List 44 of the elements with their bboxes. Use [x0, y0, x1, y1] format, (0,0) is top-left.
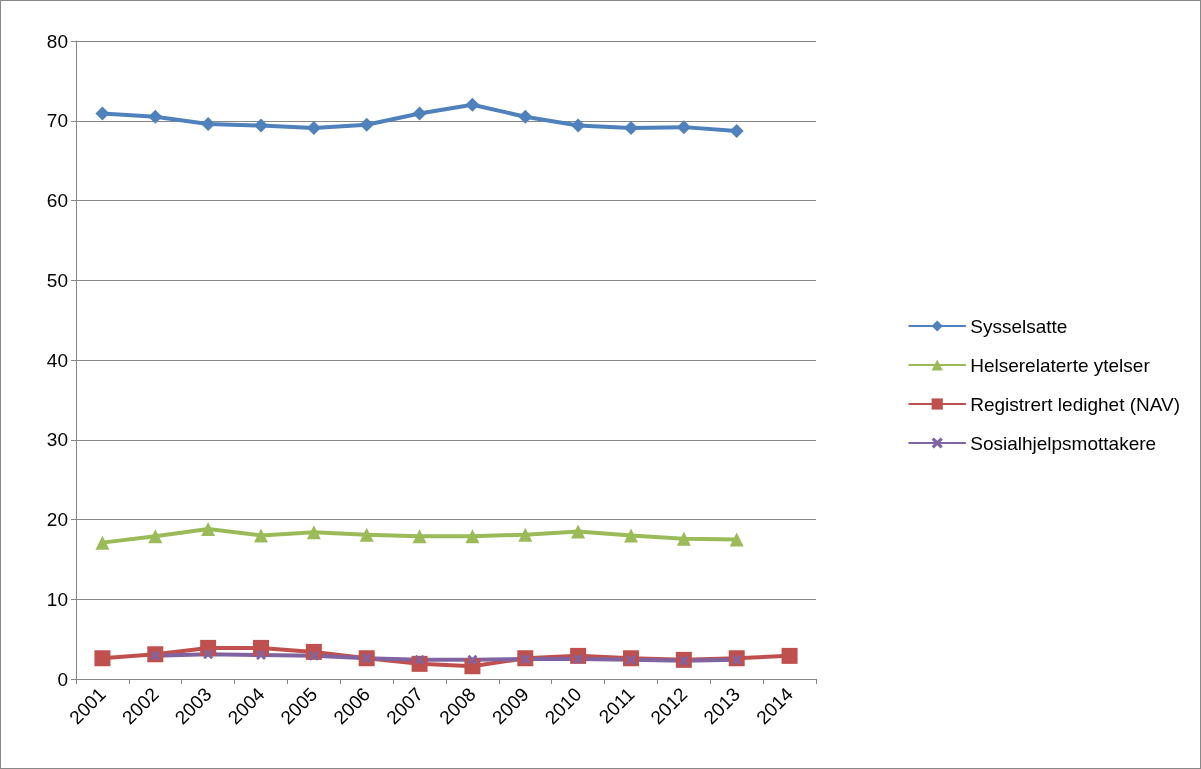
- point: [148, 529, 163, 544]
- point: [256, 650, 266, 661]
- point: [781, 647, 798, 664]
- point: [676, 531, 691, 546]
- point: [254, 118, 268, 133]
- point: [518, 527, 533, 542]
- point: [624, 528, 638, 543]
- y-tick-label: 80: [46, 30, 68, 52]
- legend-label: Registrert ledighet (NAV): [970, 393, 1180, 415]
- point: [467, 654, 478, 665]
- point: [306, 120, 321, 135]
- y-tick-label: 60: [46, 190, 68, 211]
- point: [359, 527, 374, 542]
- y-tick-label: 70: [46, 110, 68, 132]
- point: [676, 120, 691, 135]
- point: [254, 528, 268, 543]
- point: [412, 106, 427, 121]
- point: [571, 118, 586, 133]
- point: [465, 97, 480, 112]
- legend-label: Sosialhjelpsmottakere: [970, 432, 1157, 454]
- y-tick-label: 10: [46, 588, 68, 610]
- point: [729, 124, 744, 139]
- point: [571, 524, 586, 539]
- point: [518, 109, 533, 124]
- y-tick-label: 0: [57, 668, 68, 690]
- point: [201, 116, 216, 131]
- point: [203, 649, 214, 660]
- point: [624, 120, 638, 135]
- point: [306, 525, 321, 540]
- point: [359, 117, 374, 132]
- point: [465, 529, 480, 544]
- point: [148, 109, 163, 124]
- point: [729, 532, 744, 547]
- point: [95, 535, 110, 550]
- y-tick-label: 20: [46, 509, 68, 530]
- y-tick-label: 50: [46, 269, 68, 291]
- y-tick-label: 40: [46, 349, 68, 371]
- point: [412, 529, 427, 544]
- legend-label: Helserelaterte ytelser: [970, 354, 1151, 376]
- point: [94, 650, 111, 667]
- legend-label: Sysselsatte: [970, 315, 1068, 337]
- y-tick-label: 30: [46, 429, 68, 451]
- point: [201, 522, 216, 537]
- point: [95, 106, 110, 121]
